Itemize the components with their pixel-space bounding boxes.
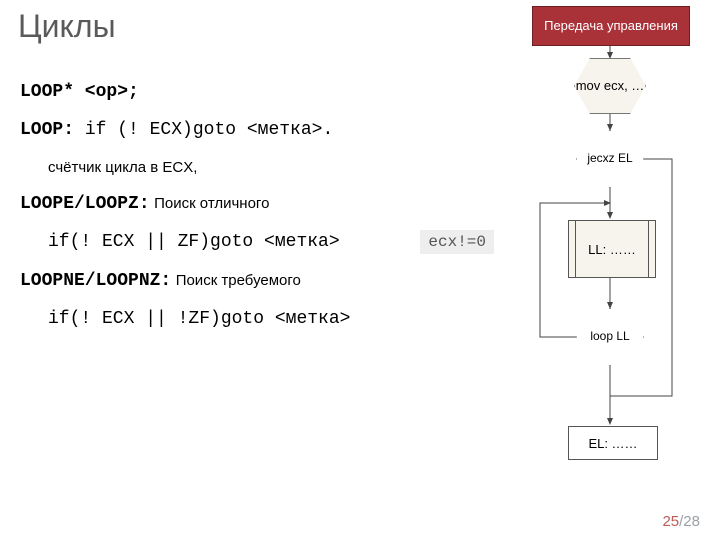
code-line: if(! ECX || !ZF)goto <метка>	[48, 309, 350, 329]
code-line: if (! ECX)goto <метка>.	[74, 120, 333, 140]
note-line: счётчик цикла в ECX,	[48, 159, 197, 176]
page-current: 25	[662, 513, 679, 530]
code-label: LOOPE/LOOPZ:	[20, 194, 150, 214]
page-total: /28	[679, 513, 700, 530]
flow-body: LL: ……	[568, 220, 656, 278]
code-line: LOOP* <op>;	[20, 82, 139, 102]
flow-jecxz: jecxz EL	[576, 130, 644, 188]
page-number: 25/28	[662, 513, 700, 530]
flow-diagram: Передача управления mov ecx, … jecxz EL …	[492, 6, 702, 516]
code-label: LOOP:	[20, 120, 74, 140]
code-line: if(! ECX || ZF)goto <метка>	[48, 232, 340, 252]
note-line: Поиск требуемого	[176, 272, 301, 289]
note-line: Поиск отличного	[154, 195, 269, 212]
page-title: Циклы	[18, 8, 116, 45]
code-label: LOOPNE/LOOPNZ:	[20, 271, 171, 291]
flow-loop: loop LL	[576, 308, 644, 366]
flow-header: Передача управления	[532, 6, 690, 46]
flow-end: EL: ……	[568, 426, 658, 460]
ecx-badge: ecx!=0	[420, 230, 494, 254]
content-block: LOOP* <op>; LOOP: if (! ECX)goto <метка>…	[20, 80, 440, 345]
flow-jecxz-label: jecxz EL	[576, 130, 644, 188]
flow-loop-label: loop LL	[576, 308, 644, 366]
